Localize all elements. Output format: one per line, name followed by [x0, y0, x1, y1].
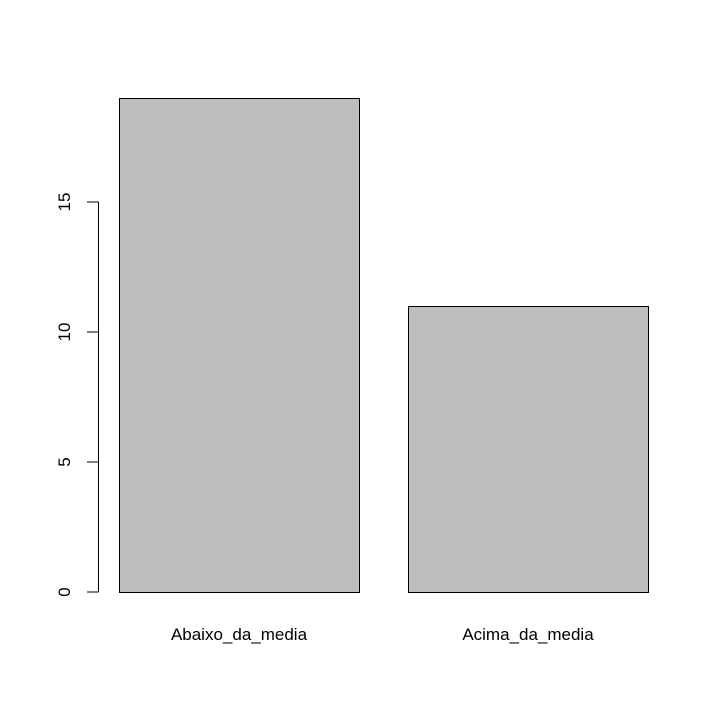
y-tick-label: 10 [55, 323, 74, 342]
y-axis: 0 5 10 15 [55, 193, 99, 597]
bar-0 [119, 98, 360, 593]
y-tick-label: 0 [55, 587, 74, 596]
y-tick-label: 15 [55, 193, 74, 212]
bar-1 [408, 306, 649, 593]
x-tick-label: Abaixo_da_media [171, 625, 308, 644]
x-tick-label: Acima_da_media [462, 625, 594, 644]
x-axis-labels: Abaixo_da_media Acima_da_media [171, 625, 594, 644]
bars-group [119, 98, 649, 593]
y-tick-label: 5 [55, 457, 74, 466]
